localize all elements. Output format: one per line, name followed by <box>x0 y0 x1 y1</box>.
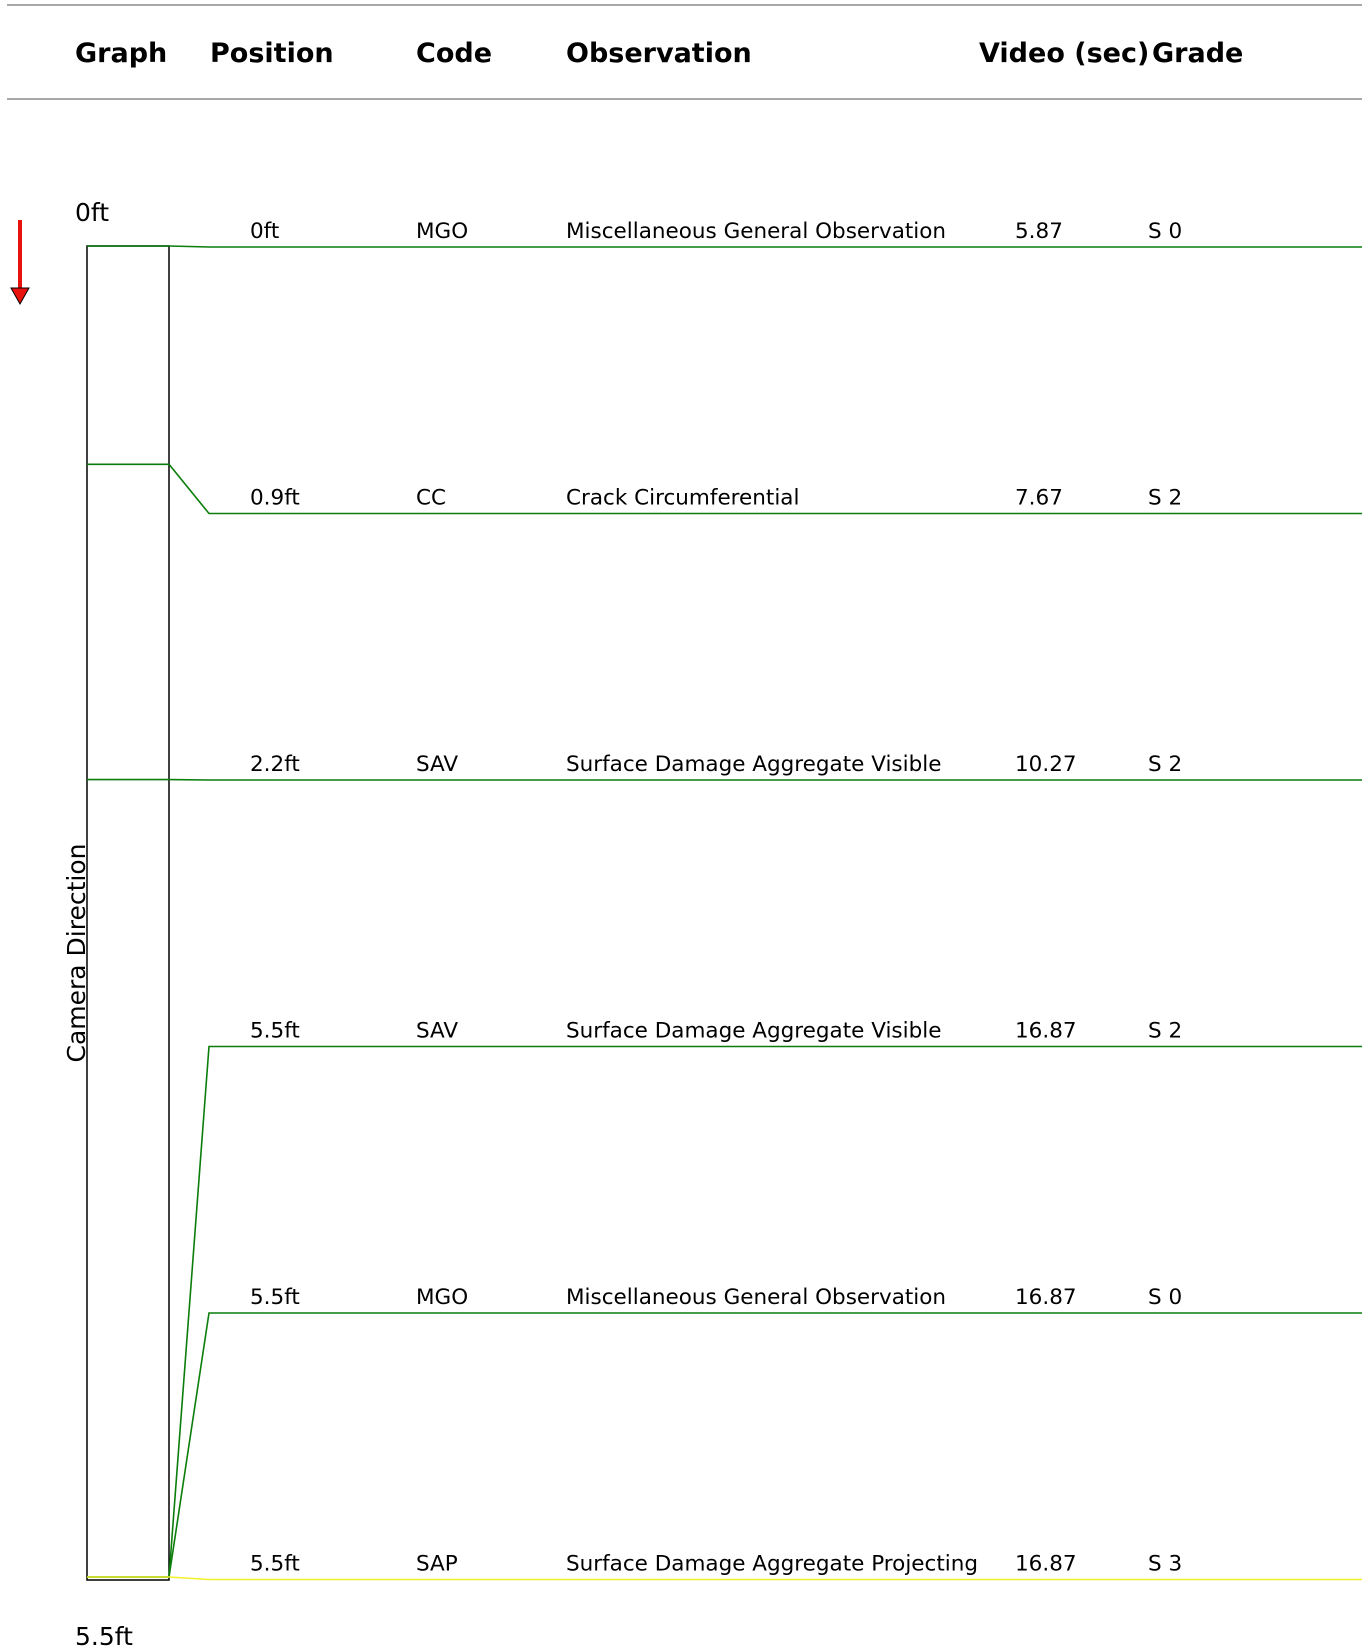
pipe-graph-bar <box>86 245 170 1581</box>
observation-grade: S 2 <box>1148 752 1182 777</box>
observation-code: MGO <box>416 219 468 244</box>
observation-row: 5.5ft SAP Surface Damage Aggregate Project… <box>87 1552 1362 1581</box>
observation-position: 5.5ft <box>250 1019 300 1044</box>
observation-rows: 0ft MGO Miscellaneous General Observation 5… <box>87 219 1362 1581</box>
observation-video-sec: 10.27 <box>1015 752 1077 777</box>
observation-position: 5.5ft <box>250 1285 300 1310</box>
observation-position: 2.2ft <box>250 752 300 777</box>
observation-grade: S 0 <box>1148 219 1182 244</box>
observation-connector-line <box>168 1312 1362 1578</box>
observation-description: Miscellaneous General Observation <box>566 1285 946 1310</box>
graph-start-label: 0ft <box>75 198 109 227</box>
observation-row: 5.5ft SAV Surface Damage Aggregate Visible… <box>87 1019 1362 1578</box>
observation-code: SAV <box>416 752 458 777</box>
observation-video-sec: 16.87 <box>1015 1552 1077 1577</box>
observation-description: Crack Circumferential <box>566 486 799 511</box>
observation-code: SAP <box>416 1552 458 1577</box>
observation-row: 5.5ft MGO Miscellaneous General Observatio… <box>87 1285 1362 1578</box>
header-code: Code <box>416 38 492 69</box>
observation-position: 0ft <box>250 219 279 244</box>
header-video-sec: Video (sec) <box>979 38 1149 69</box>
observation-grade: S 3 <box>1148 1552 1182 1577</box>
observation-row: 0ft MGO Miscellaneous General Observation 5… <box>87 219 1362 248</box>
camera-direction-label: Camera Direction <box>62 844 91 1063</box>
observation-row: 2.2ft SAV Surface Damage Aggregate Visible… <box>87 752 1362 781</box>
observation-grade: S 2 <box>1148 486 1182 511</box>
observation-connector-line <box>168 245 1362 248</box>
header-observation: Observation <box>566 38 752 69</box>
observation-video-sec: 16.87 <box>1015 1019 1077 1044</box>
observation-video-sec: 7.67 <box>1015 486 1063 511</box>
observation-description: Surface Damage Aggregate Projecting <box>566 1552 978 1577</box>
observation-description: Miscellaneous General Observation <box>566 219 946 244</box>
header-position: Position <box>210 38 334 69</box>
observation-code: MGO <box>416 1285 468 1310</box>
observation-description: Surface Damage Aggregate Visible <box>566 1019 941 1044</box>
observation-code: SAV <box>416 1019 458 1044</box>
observation-grade: S 2 <box>1148 1019 1182 1044</box>
observation-video-sec: 5.87 <box>1015 219 1063 244</box>
graph-end-label: 5.5ft <box>75 1622 133 1650</box>
observation-code: CC <box>416 486 446 511</box>
camera-direction-arrow-icon <box>10 220 30 306</box>
observation-connector-line <box>168 1576 1362 1581</box>
header-grade: Grade <box>1152 38 1243 69</box>
observation-grade: S 0 <box>1148 1285 1182 1310</box>
observation-position: 0.9ft <box>250 486 300 511</box>
observation-video-sec: 16.87 <box>1015 1285 1077 1310</box>
observation-row: 0.9ft CC Crack Circumferential 7.67 S 2 <box>87 463 1362 515</box>
header-graph: Graph <box>75 38 167 69</box>
observation-position: 5.5ft <box>250 1552 300 1577</box>
observation-connector-line <box>168 1045 1362 1578</box>
observation-description: Surface Damage Aggregate Visible <box>566 752 941 777</box>
observation-connector-line <box>168 463 1362 515</box>
